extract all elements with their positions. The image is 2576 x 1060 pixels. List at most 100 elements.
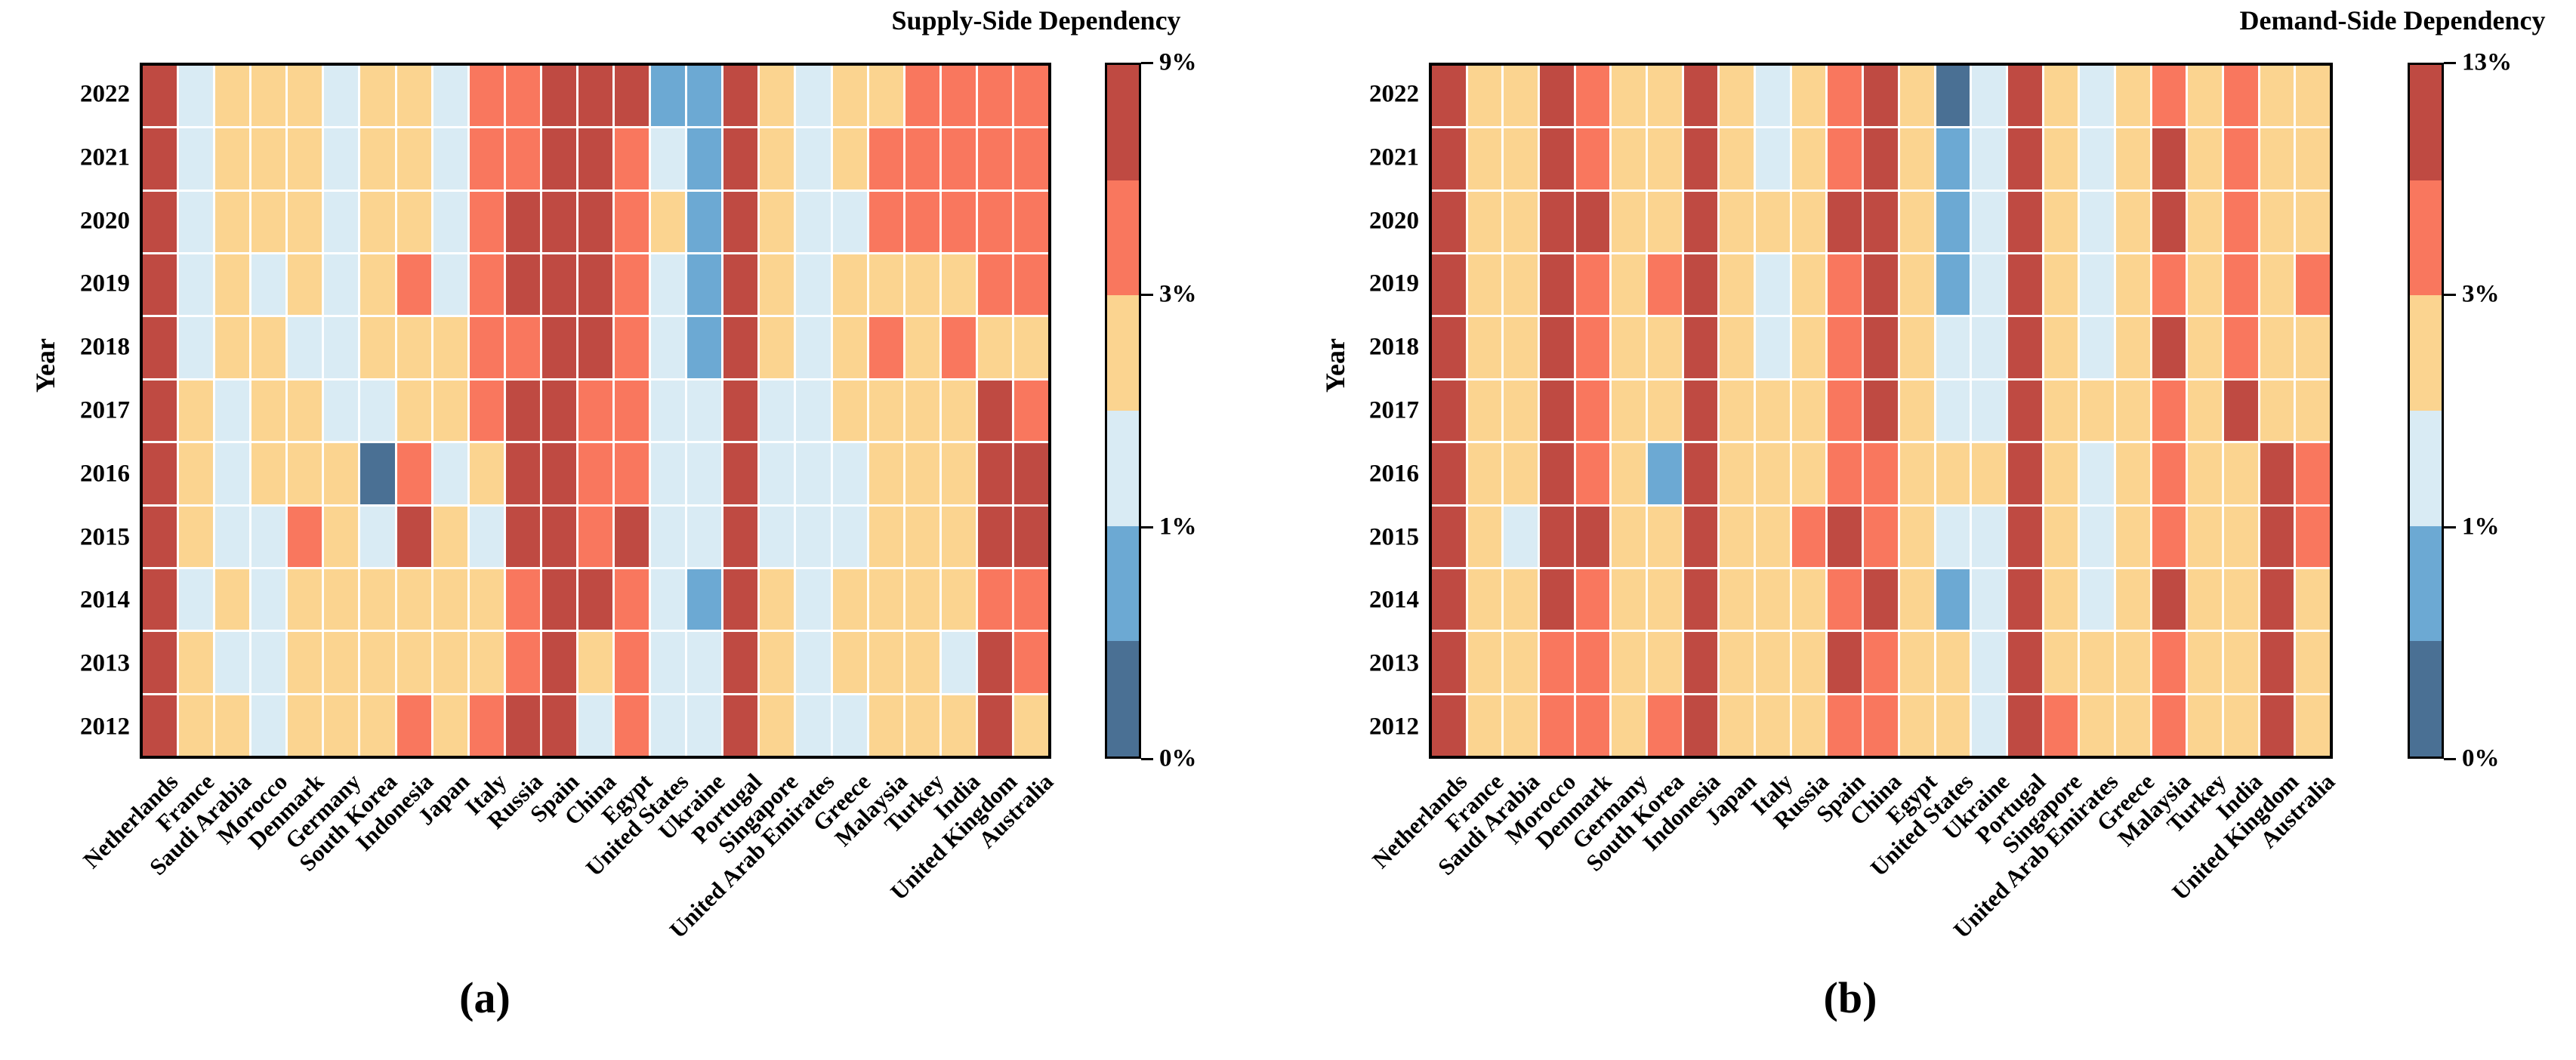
heatmap-cell xyxy=(251,569,286,630)
heatmap-cell xyxy=(687,632,722,693)
heatmap-cell xyxy=(1504,632,1538,693)
heatmap-cell xyxy=(723,128,758,190)
heatmap-cell xyxy=(1648,506,1682,567)
heatmap-cell xyxy=(433,443,467,504)
heatmap-cell xyxy=(143,506,177,567)
heatmap-cell xyxy=(578,254,613,316)
heatmap-cell xyxy=(905,66,939,127)
heatmap-cell xyxy=(324,128,359,190)
heatmap-cell xyxy=(433,66,467,127)
heatmap-cell xyxy=(1828,66,1862,127)
heatmap-cell xyxy=(505,569,540,630)
heatmap-cell xyxy=(2223,66,2258,127)
heatmap-cell xyxy=(1432,695,1466,756)
heatmap-cell xyxy=(541,191,576,253)
ytick-label: 2016 xyxy=(80,460,130,488)
heatmap-cell xyxy=(760,66,794,127)
colorbar-segment xyxy=(1107,411,1139,526)
heatmap-cell xyxy=(760,569,794,630)
heatmap-cell xyxy=(760,443,794,504)
heatmap-cell xyxy=(1575,191,1610,253)
heatmap-cell xyxy=(360,128,395,190)
heatmap-cell xyxy=(396,506,431,567)
heatmap-cell xyxy=(143,443,177,504)
heatmap-cell xyxy=(687,695,722,756)
heatmap-cell xyxy=(1720,632,1754,693)
heatmap-cell xyxy=(505,66,540,127)
heatmap-cell xyxy=(1864,66,1898,127)
heatmap-cell xyxy=(615,380,649,442)
heatmap-cell xyxy=(469,66,504,127)
heatmap-cell xyxy=(796,506,831,567)
heatmap-cell xyxy=(505,191,540,253)
heatmap-cell xyxy=(143,695,177,756)
heatmap-cell xyxy=(2223,695,2258,756)
heatmap-cell xyxy=(396,66,431,127)
heatmap-cell xyxy=(578,380,613,442)
heatmap-cell xyxy=(1648,632,1682,693)
heatmap-cell xyxy=(215,506,250,567)
heatmap-cell xyxy=(1575,632,1610,693)
heatmap-cell xyxy=(2188,380,2222,442)
heatmap-cell xyxy=(215,317,250,378)
ytick-label: 2019 xyxy=(1369,270,1419,297)
heatmap-cell xyxy=(1467,695,1502,756)
heatmap-cell xyxy=(977,128,1012,190)
heatmap-cell xyxy=(288,254,322,316)
heatmap-cell xyxy=(1899,632,1934,693)
heatmap-cell xyxy=(215,569,250,630)
heatmap-cell xyxy=(905,569,939,630)
heatmap-cell xyxy=(796,317,831,378)
heatmap-cell xyxy=(288,191,322,253)
heatmap-cell xyxy=(215,380,250,442)
heatmap-cell xyxy=(2115,191,2150,253)
heatmap-cell xyxy=(2080,191,2114,253)
heatmap-cell xyxy=(1864,317,1898,378)
heatmap-cell xyxy=(433,506,467,567)
heatmap-cell xyxy=(505,506,540,567)
heatmap-cell xyxy=(1791,254,1826,316)
heatmap-cell xyxy=(433,254,467,316)
heatmap-cell xyxy=(977,66,1012,127)
heatmap-cell xyxy=(1864,254,1898,316)
heatmap-cell xyxy=(615,569,649,630)
heatmap-cell xyxy=(1504,128,1538,190)
heatmap-cell xyxy=(687,128,722,190)
heatmap-grid xyxy=(1429,63,2333,759)
ytick-label: 2016 xyxy=(1369,460,1419,488)
heatmap-cell xyxy=(1467,128,1502,190)
heatmap-cell xyxy=(2188,695,2222,756)
heatmap-cell xyxy=(1432,569,1466,630)
heatmap-cell xyxy=(651,128,686,190)
heatmap-cell xyxy=(868,380,903,442)
heatmap-cell xyxy=(288,66,322,127)
heatmap-cell xyxy=(1720,128,1754,190)
heatmap-cell xyxy=(905,317,939,378)
colorbar-segment xyxy=(2410,525,2442,642)
heatmap-cell xyxy=(215,632,250,693)
colorbar-tick-label: 3% xyxy=(1159,280,1197,308)
heatmap-cell xyxy=(541,380,576,442)
heatmap-cell xyxy=(2007,191,2042,253)
colorbar-tick xyxy=(1141,294,1153,297)
heatmap-cell xyxy=(723,66,758,127)
heatmap-cell xyxy=(615,254,649,316)
heatmap-cell xyxy=(1432,254,1466,316)
heatmap-cell xyxy=(868,506,903,567)
heatmap-cell xyxy=(324,254,359,316)
heatmap-cell xyxy=(868,254,903,316)
heatmap-cell xyxy=(1540,317,1574,378)
heatmap-cell xyxy=(2007,443,2042,504)
heatmap-cell xyxy=(1540,191,1574,253)
heatmap-cell xyxy=(832,506,867,567)
heatmap-cell xyxy=(1720,380,1754,442)
heatmap-cell xyxy=(1828,254,1862,316)
heatmap-cell xyxy=(505,443,540,504)
heatmap-cell xyxy=(578,506,613,567)
heatmap-cell xyxy=(1504,695,1538,756)
heatmap-cell xyxy=(1432,128,1466,190)
heatmap-cell xyxy=(1899,443,1934,504)
heatmap-cell xyxy=(2223,191,2258,253)
heatmap-cell xyxy=(215,443,250,504)
heatmap-cell xyxy=(179,66,214,127)
